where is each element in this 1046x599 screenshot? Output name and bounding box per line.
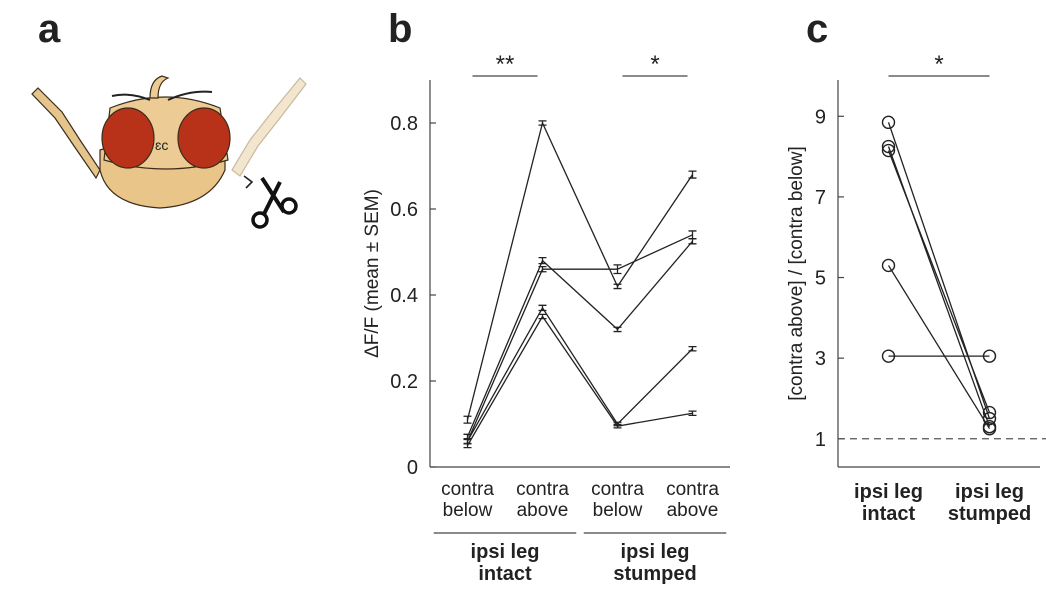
error-bar xyxy=(613,423,622,429)
error-bar xyxy=(463,415,472,424)
data-point xyxy=(881,143,896,158)
y-tick-label: 3 xyxy=(815,348,826,370)
error-bar xyxy=(688,230,697,240)
data-point xyxy=(881,139,896,154)
series-line xyxy=(466,306,693,442)
svg-text:ɛc: ɛc xyxy=(155,137,168,153)
group-label: ipsi leg stumped xyxy=(613,541,697,586)
significance-label: * xyxy=(934,51,943,78)
x-tick-label: contra below xyxy=(591,479,644,522)
series-line xyxy=(466,240,693,438)
y-tick-label: 0.2 xyxy=(390,371,418,393)
error-bar xyxy=(538,313,547,320)
y-tick-label: 0.6 xyxy=(390,199,418,221)
y-tick-label: 5 xyxy=(815,268,826,290)
error-bar xyxy=(463,442,472,449)
y-tick-label: 0.4 xyxy=(390,285,418,307)
error-bar xyxy=(688,170,697,179)
x-tick-label: contra above xyxy=(516,479,569,522)
significance-label: * xyxy=(650,51,659,78)
series-line xyxy=(466,121,694,420)
y-tick-label: 9 xyxy=(815,106,826,128)
significance-label: ** xyxy=(496,51,515,78)
x-tick-label: contra above xyxy=(666,479,719,522)
group-label: ipsi leg intact xyxy=(470,541,540,586)
error-bar xyxy=(688,238,697,245)
fly-illustration: ɛc xyxy=(31,75,307,209)
data-point xyxy=(982,422,997,436)
error-bar xyxy=(613,283,622,290)
y-axis-label: [contra above] / [contra below] xyxy=(786,146,807,401)
error-bar xyxy=(538,120,547,126)
error-bar xyxy=(538,265,547,273)
error-bar xyxy=(688,345,697,352)
x-tick-label: ipsi leg intact xyxy=(854,481,923,526)
scissors-icon xyxy=(251,176,298,229)
series-line xyxy=(466,234,693,442)
series-line xyxy=(466,315,693,446)
data-point xyxy=(982,349,997,363)
error-bar xyxy=(688,410,697,417)
panel-label: c xyxy=(806,7,828,51)
y-tick-label: 7 xyxy=(815,187,826,209)
data-point xyxy=(982,405,997,420)
error-bar xyxy=(538,256,547,265)
y-tick-label: 0.8 xyxy=(390,113,418,135)
y-axis-label: ΔF/F (mean ± SEM) xyxy=(362,189,383,358)
data-point xyxy=(881,349,896,363)
panel-label: b xyxy=(388,7,412,51)
y-tick-label: 1 xyxy=(815,429,826,451)
panel-label: a xyxy=(38,7,61,51)
x-tick-label: contra below xyxy=(441,479,494,522)
series-line xyxy=(887,150,991,413)
x-tick-label: ipsi leg stumped xyxy=(947,481,1032,526)
data-point xyxy=(881,115,896,130)
y-tick-label: 0 xyxy=(407,457,418,479)
data-point xyxy=(881,258,896,273)
error-bar xyxy=(613,326,622,333)
error-bar xyxy=(613,264,622,275)
series-line xyxy=(887,265,991,430)
error-bar xyxy=(538,304,547,312)
